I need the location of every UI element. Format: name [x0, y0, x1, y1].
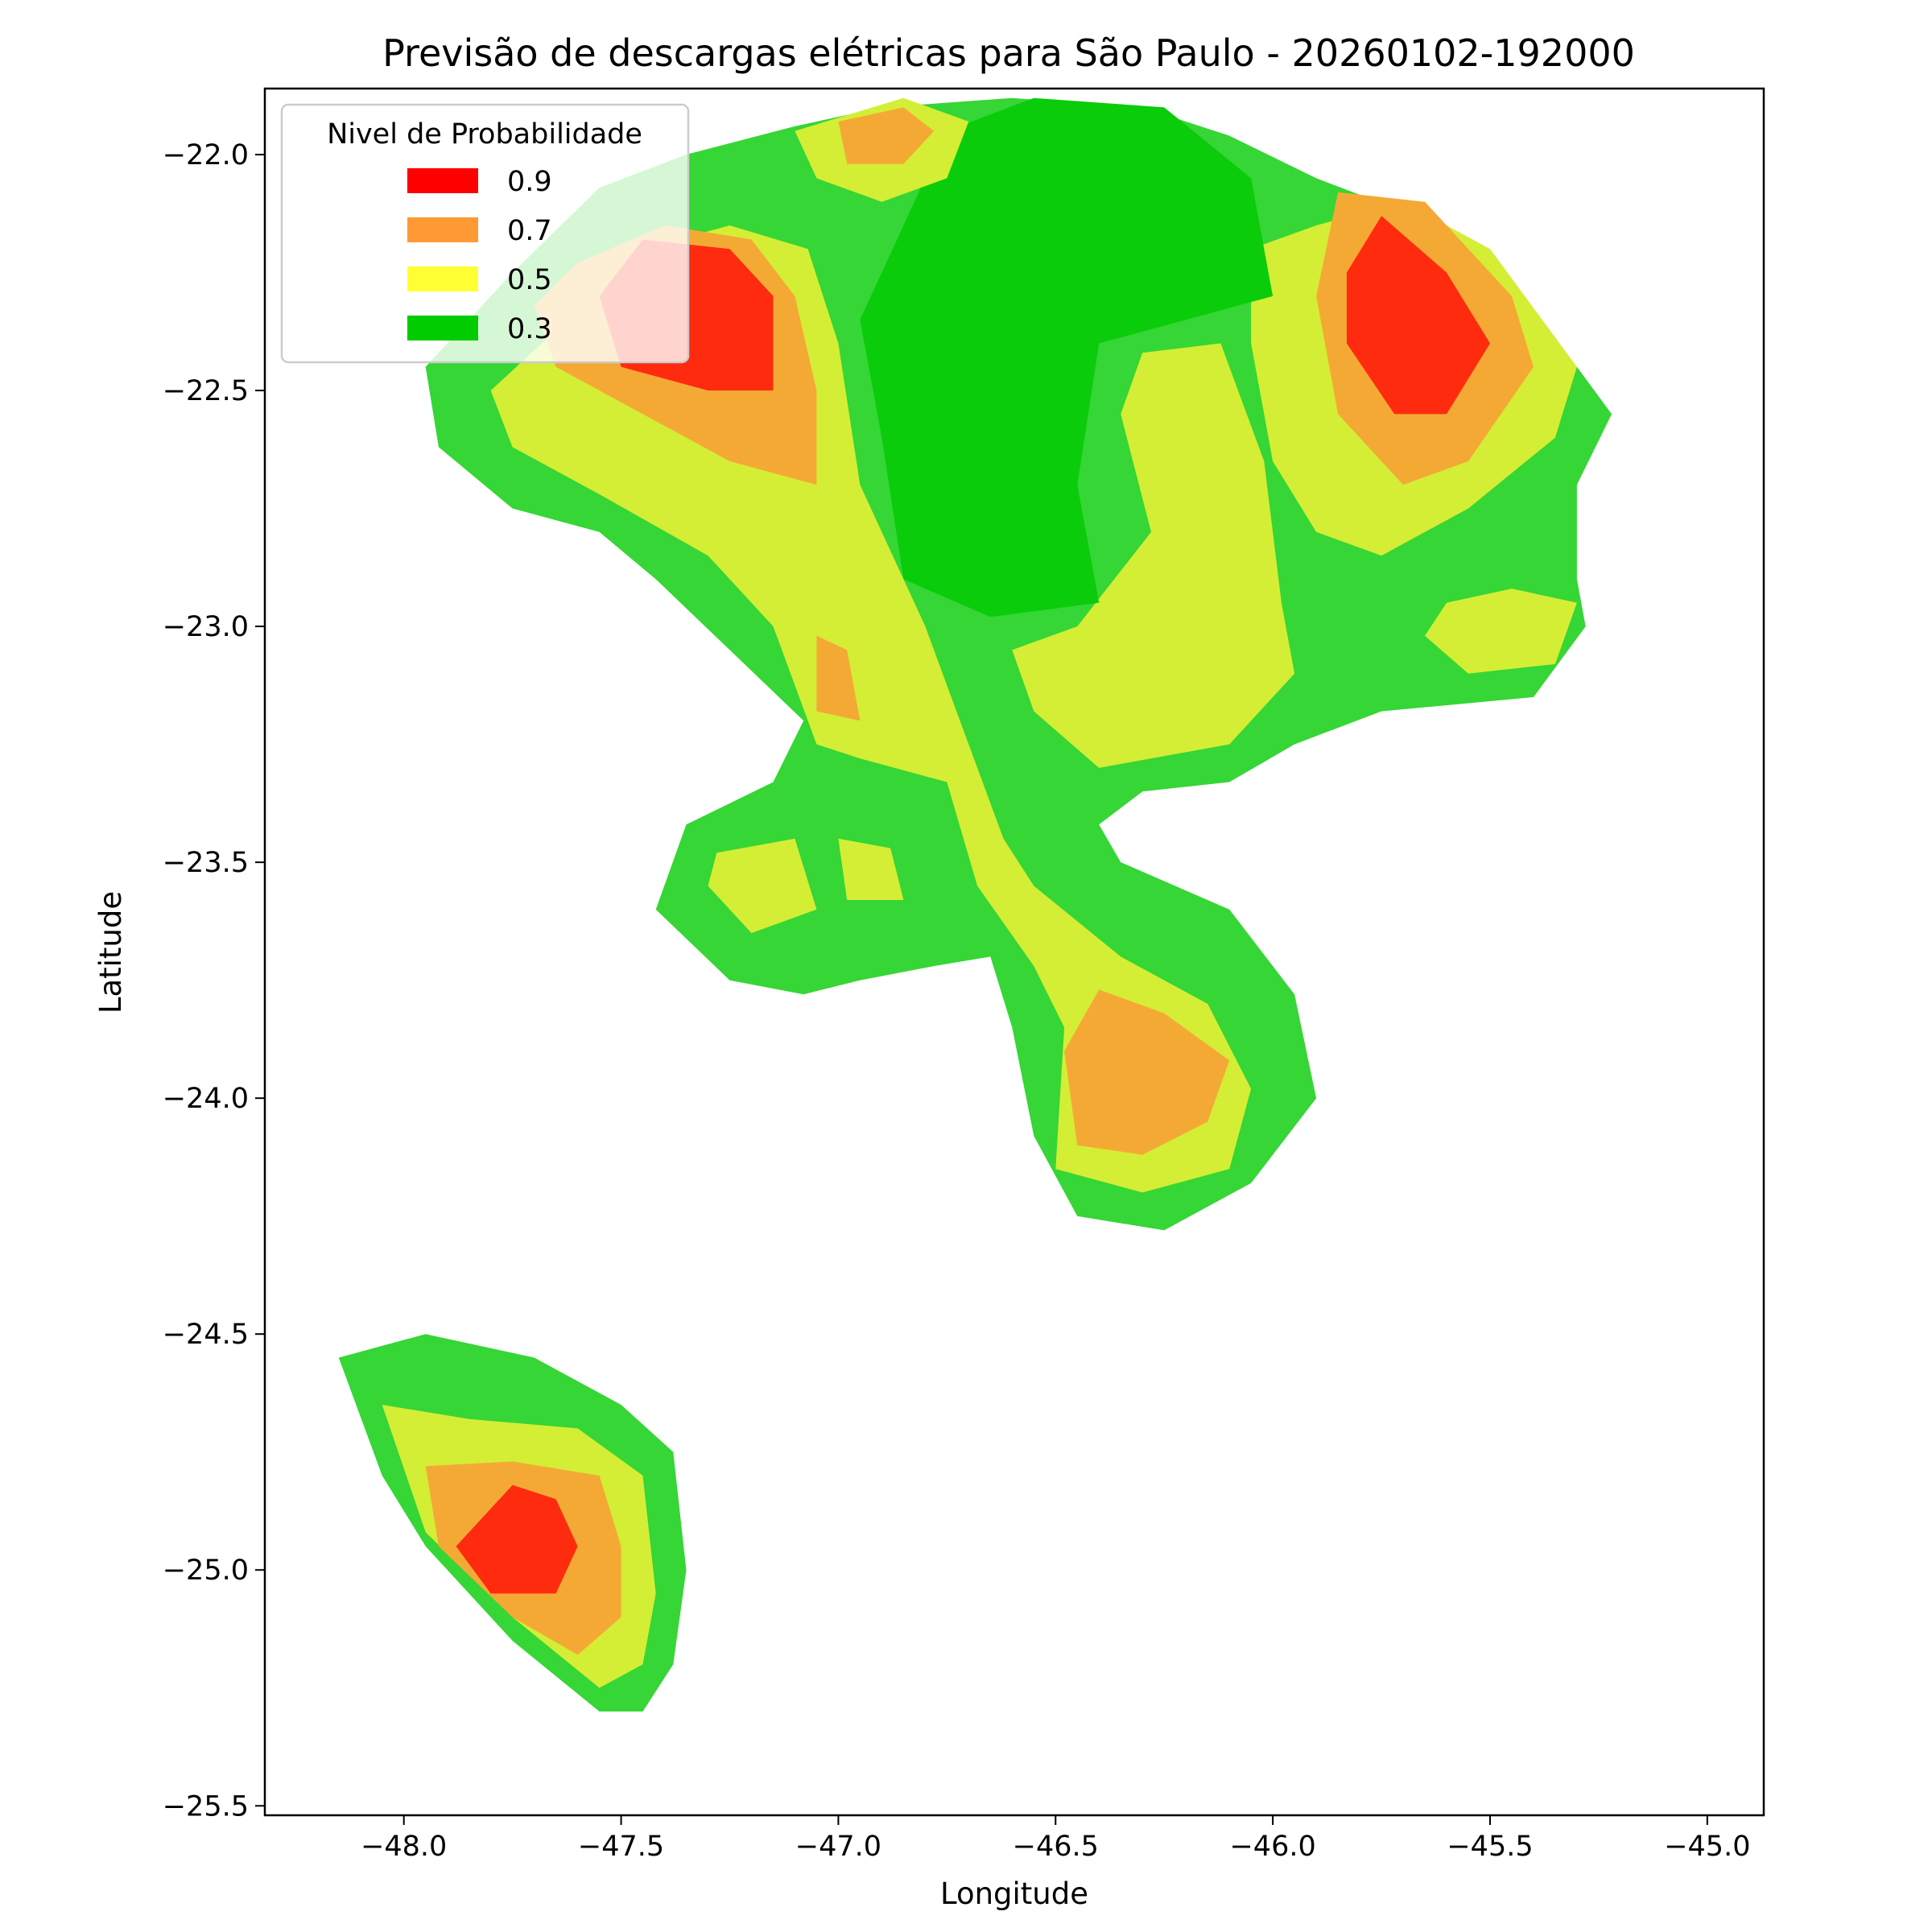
y-axis-label: Latitude: [93, 891, 128, 1013]
x-axis-ticks: −48.0 −47.5 −47.0 −46.5 −46.0 −45.5 −45.0: [361, 1815, 1750, 1863]
legend-title: Nivel de Probabilidade: [327, 118, 642, 151]
contour-region-5: [1425, 588, 1577, 674]
x-tick-label: −46.5: [1013, 1831, 1099, 1863]
x-tick-label: −48.0: [361, 1831, 447, 1863]
legend-label: 0.7: [507, 215, 552, 247]
x-tick-label: −47.0: [795, 1831, 881, 1863]
y-tick-label: −25.5: [163, 1790, 249, 1823]
legend-swatch: [407, 217, 478, 242]
x-tick-label: −45.0: [1664, 1831, 1750, 1863]
contour-region-2: [490, 225, 1252, 1193]
plot-frame: [263, 87, 1765, 1817]
contour-regions: [338, 97, 1612, 1712]
contour-region-14: [816, 635, 861, 721]
y-tick-label: −23.0: [163, 611, 249, 643]
legend-label: 0.9: [507, 166, 552, 198]
contour-region-8: [860, 97, 1274, 617]
legend-swatch: [407, 168, 478, 193]
y-axis-ticks: −22.0 −22.5 −23.0 −23.5 −24.0 −24.5 −25.0 −25.5: [163, 139, 265, 1823]
contour-region-20: [456, 1484, 578, 1594]
contour-region-6: [708, 838, 817, 934]
legend: Nivel de Probabilidade 0.9 0.7 0.5 0.3: [280, 103, 690, 364]
contour-region-4: [1012, 343, 1295, 768]
legend-entries: 0.9 0.7 0.5 0.3: [407, 166, 552, 345]
x-tick-label: −46.0: [1229, 1831, 1315, 1863]
contour-region-7: [838, 838, 904, 900]
legend-swatch: [407, 266, 478, 291]
y-tick-label: −24.5: [163, 1319, 249, 1351]
contour-region-13: [1064, 989, 1230, 1155]
x-axis-label: Longitude: [940, 1876, 1088, 1911]
y-tick-label: −24.0: [163, 1083, 249, 1115]
y-tick-label: −22.0: [163, 139, 249, 171]
legend-label: 0.5: [507, 264, 552, 296]
x-tick-label: −45.5: [1447, 1831, 1533, 1863]
chart-title: Previsão de descargas elétricas para São…: [382, 31, 1635, 75]
legend-label: 0.3: [507, 313, 552, 345]
contour-region-16: [838, 107, 935, 164]
legend-swatch: [407, 316, 478, 341]
x-tick-label: −47.5: [578, 1831, 664, 1863]
legend-box: [280, 103, 690, 364]
y-tick-label: −22.5: [163, 375, 249, 407]
y-tick-label: −25.0: [163, 1554, 249, 1587]
contour-region-12: [1346, 216, 1490, 415]
y-tick-label: −23.5: [163, 847, 249, 879]
